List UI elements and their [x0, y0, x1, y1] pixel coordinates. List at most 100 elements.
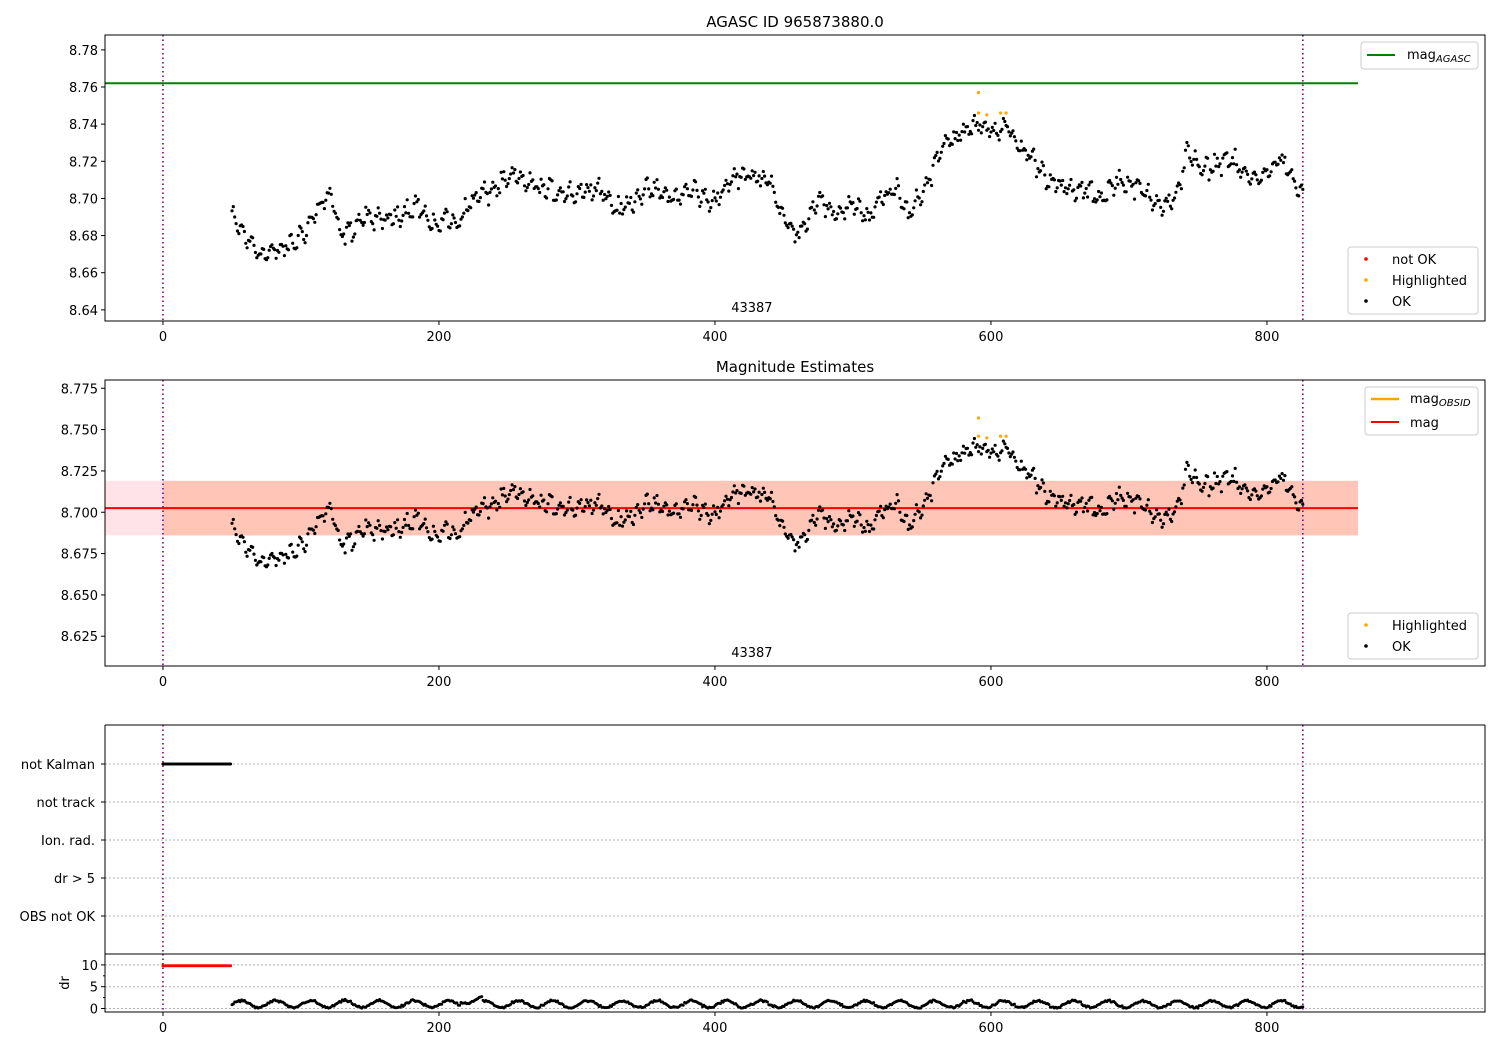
panel2-ytick-label-4: 8.725: [61, 465, 98, 480]
panel2-ok-point: [758, 499, 763, 503]
panel1-ok-point: [960, 130, 964, 134]
panel1-ok-point: [351, 235, 355, 239]
panel2-ok-point: [829, 518, 833, 522]
panel1-ok-point: [1261, 170, 1265, 174]
panel2-ok-point: [324, 512, 328, 516]
panel1-ok-point: [934, 153, 938, 158]
panel2-ok-point: [1230, 474, 1235, 478]
panel1-ok-point: [295, 246, 299, 250]
panel1-ok-point: [255, 256, 259, 260]
panel2-ok-point: [1124, 504, 1128, 508]
panel1-ok-point: [565, 194, 569, 198]
panel1-ok-point: [1012, 135, 1017, 139]
panel2-ok-point: [1297, 508, 1301, 512]
panel1-ok-point: [1149, 198, 1153, 202]
panel1-ok-point: [1293, 179, 1297, 183]
panel1-ok-point: [234, 222, 238, 226]
panel4-dr-point: [339, 1000, 343, 1004]
panel2-ok-point: [346, 532, 350, 536]
panel2-ok-point: [803, 533, 807, 537]
panel1-ok-point: [441, 218, 445, 222]
panel1-ok-point: [952, 130, 956, 134]
panel2-ok-point: [386, 528, 390, 532]
panel1-ok-point: [299, 226, 303, 230]
panel1-ok-point: [404, 211, 408, 215]
panel1-ok-point: [478, 196, 482, 200]
panel1-ok-point: [331, 204, 335, 208]
panel1-ok-point: [380, 226, 384, 231]
panel1-ok-point: [699, 200, 703, 204]
panel2-ok-point: [587, 504, 592, 508]
panel2-ok-point: [407, 523, 411, 528]
panel1-ok-point: [1160, 213, 1164, 217]
panel2-ok-point: [575, 506, 579, 510]
panel1-ok-point: [500, 177, 504, 181]
panel1-ok-point: [350, 239, 354, 243]
panel1-ok-point: [736, 187, 741, 191]
panel1-ok-point: [291, 241, 295, 245]
panel2-ok-point: [727, 504, 731, 508]
panel4-ytick-label-2: 10: [81, 959, 98, 974]
panel1-ok-point: [513, 168, 517, 172]
panel2-ok-point: [1019, 459, 1023, 463]
panel1-ok-point: [781, 206, 785, 210]
panel1-ok-point: [426, 218, 430, 222]
panel2-ok-point: [1007, 451, 1011, 455]
panel1-ok-point: [923, 183, 927, 187]
panel2-ok-point: [449, 533, 453, 537]
panel2-ok-point: [961, 444, 966, 448]
panel1-ok-point: [376, 206, 380, 210]
panel1-ok-point: [1250, 177, 1254, 181]
panel1-ok-point: [452, 216, 456, 220]
panel2-legend-label-1: OK: [1392, 640, 1411, 655]
panel2-ok-point: [361, 534, 365, 538]
panel1-ok-point: [772, 190, 776, 194]
panel1-ok-point: [1230, 156, 1235, 160]
panel1-ok-point: [596, 181, 600, 185]
panel1-legend-label-2: OK: [1392, 295, 1411, 310]
panel2-ok-point: [1121, 498, 1125, 502]
panel2-ok-point: [1146, 498, 1150, 502]
panel2-ok-point: [1218, 480, 1222, 484]
panel2-ok-point: [756, 495, 760, 499]
panel2-ok-point: [558, 501, 563, 505]
panel1-ok-point: [1063, 186, 1068, 190]
panel1-ok-point: [629, 195, 633, 200]
panel2-ok-point: [772, 505, 776, 509]
panel4-ylabel: dr: [58, 976, 73, 990]
panel2-ok-point: [383, 530, 387, 534]
panel1-ok-point: [1235, 163, 1239, 167]
panel1-ok-point: [506, 182, 510, 186]
panel1-ok-point: [986, 127, 990, 131]
panel2-ok-point: [790, 535, 794, 539]
panel1-ok-point: [648, 195, 652, 199]
panel1-ok-point: [1018, 149, 1022, 153]
panel1-ok-point: [710, 199, 714, 203]
panel2-ok-point: [972, 436, 977, 441]
panel2-ok-point: [1206, 475, 1210, 479]
panel1-ok-point: [1244, 169, 1248, 173]
panel1-ok-point: [997, 138, 1001, 142]
panel1-ok-point: [1138, 181, 1142, 185]
panel2-ok-point: [648, 509, 652, 513]
panel1-ok-point: [702, 191, 706, 195]
panel2-ok-point: [253, 558, 257, 562]
panel1-ok-point: [717, 203, 721, 207]
panel2-ok-point: [525, 500, 529, 505]
panel2-ok-point: [362, 532, 366, 536]
panel1-ok-point: [1033, 158, 1037, 162]
panel1-ok-point: [706, 200, 710, 204]
panel1-ok-point: [386, 216, 390, 220]
panel1-ok-point: [281, 244, 285, 248]
panel2-ok-point: [1281, 478, 1286, 482]
panel1-ok-point: [790, 224, 794, 228]
panel1-ok-point: [825, 203, 829, 208]
panel1-ytick-label-1: 8.66: [69, 267, 98, 282]
panel1-ok-point: [253, 250, 257, 255]
panel4-dr-point: [1012, 1002, 1016, 1006]
panel2-ok-point: [518, 487, 523, 491]
panel4-xtick-label-200: 200: [427, 1021, 452, 1036]
panel2-ok-point: [471, 510, 476, 514]
panel2-ok-point: [651, 508, 655, 512]
